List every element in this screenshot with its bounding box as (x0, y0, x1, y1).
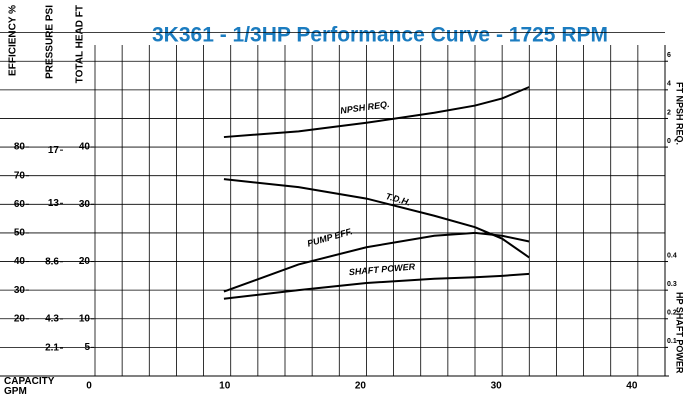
axis-label: HP SHAFT POWER (675, 292, 684, 374)
y-tick-label: 8.6 (45, 256, 59, 267)
x-axis-label: CAPACITY GPM (4, 376, 55, 397)
y-tick-label: 17 (48, 145, 60, 156)
y-tick-label: 40 (79, 142, 91, 153)
axis-label: PRESSURE PSI (45, 5, 56, 79)
y-tick-label: 30 (79, 199, 91, 210)
y-tick-label: 0.1 (667, 338, 677, 345)
y-tick-label: 30 (14, 285, 26, 296)
x-tick-label: 30 (491, 381, 503, 392)
curve-label: NPSH REQ. (340, 99, 390, 116)
y-tick-label: 60 (14, 199, 26, 210)
curve (223, 272, 530, 300)
y-tick-label: 0.4 (667, 252, 677, 259)
y-tick-label: 20 (79, 256, 91, 267)
curve (223, 178, 530, 259)
chart-title: 3K361 - 1/3HP Performance Curve - 1725 R… (152, 24, 608, 47)
y-tick-label: 70 (14, 170, 26, 181)
y-tick-label: 20 (14, 313, 26, 324)
y-tick-label: 2.1 (45, 343, 59, 354)
y-tick-label: 10 (79, 313, 91, 324)
x-tick-label: 0 (86, 381, 92, 392)
y-tick-label: 0 (667, 138, 671, 145)
x-tick-label: 20 (355, 381, 367, 392)
y-tick-label: 4 (667, 81, 671, 88)
y-tick-label: 13 (48, 198, 60, 209)
y-tick-label: 5 (84, 342, 90, 353)
axis-label: TOTAL HEAD FT (75, 5, 86, 83)
curve-label: PUMP EFF. (306, 226, 354, 248)
axis-label: EFFICIENCY % (8, 5, 19, 76)
y-tick-label: 40 (14, 256, 26, 267)
y-tick-label: 6 (667, 52, 671, 59)
curve-label: SHAFT POWER (348, 261, 416, 277)
y-tick-label: 0.3 (667, 281, 677, 288)
x-tick-label: 40 (626, 381, 638, 392)
y-tick-label: 4.3 (45, 314, 59, 325)
curve (223, 86, 530, 139)
x-tick-label: 10 (219, 381, 231, 392)
y-tick-label: 80 (14, 142, 26, 153)
y-tick-label: 0.2 (667, 310, 677, 317)
axis-label: FT NPSH REQ. (675, 82, 684, 145)
y-tick-label: 2 (667, 109, 671, 116)
curve (223, 231, 530, 293)
title-background (95, 0, 665, 45)
y-tick-label: 50 (14, 228, 26, 239)
